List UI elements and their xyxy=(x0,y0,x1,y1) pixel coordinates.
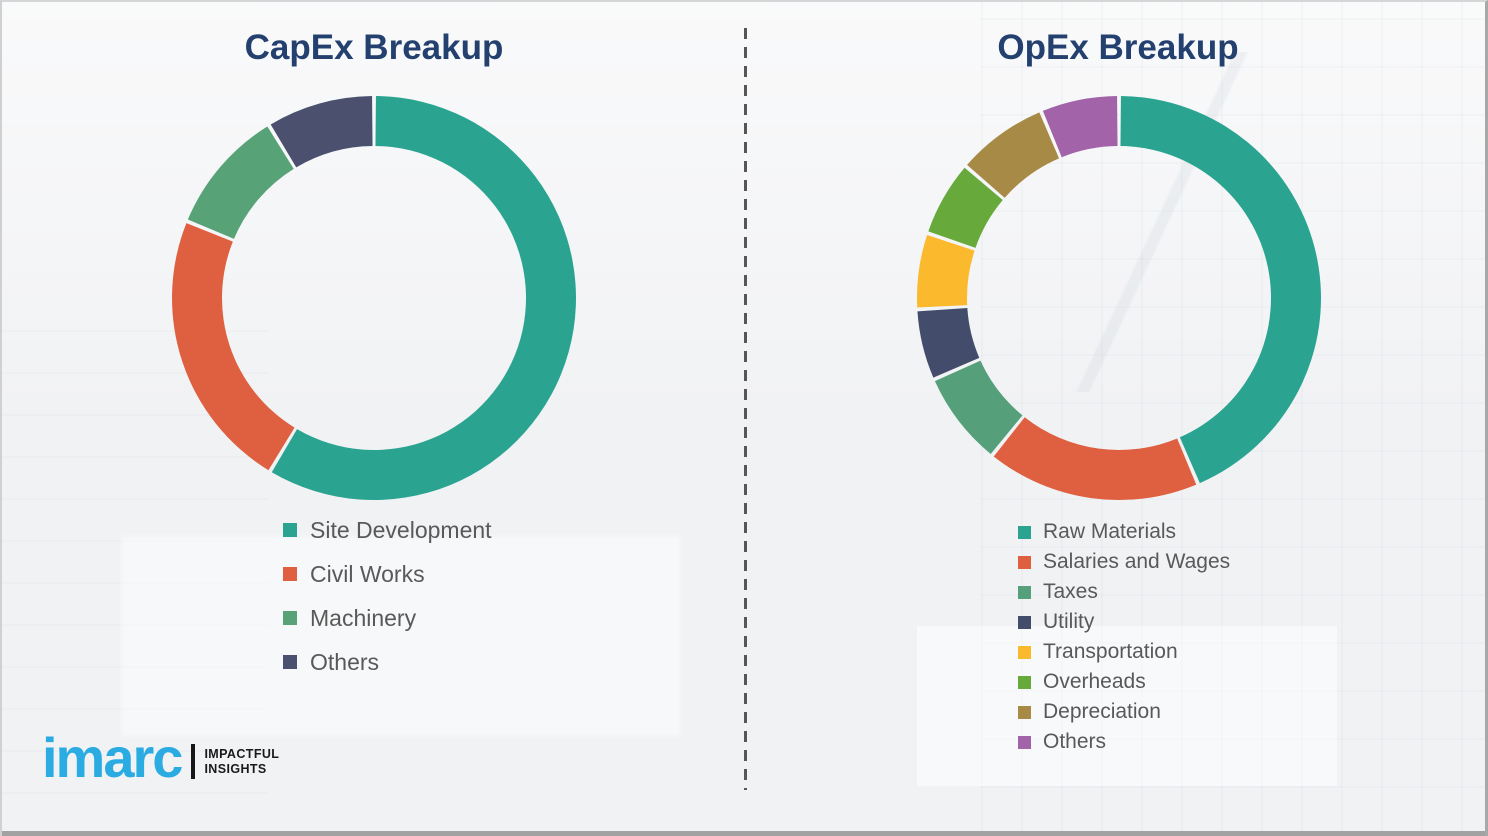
legend-label: Others xyxy=(1043,730,1107,753)
donut-segment-overheads xyxy=(928,167,1003,248)
legend-item-raw-materials: Raw Materials xyxy=(1018,517,1230,547)
legend-swatch-raw-materials xyxy=(1018,525,1031,539)
donut-segment-transportation xyxy=(916,235,975,308)
legend-label: Taxes xyxy=(1043,580,1098,603)
donut-segment-civil-works xyxy=(172,223,295,471)
legend-swatch-utility xyxy=(1018,615,1031,629)
legend-item-transportation: Transportation xyxy=(1018,637,1230,667)
opex-panel: OpEx Breakup Raw Materials Salaries and W… xyxy=(746,2,1485,836)
donut-segment-site-development xyxy=(271,96,577,501)
legend-label: Machinery xyxy=(310,604,417,631)
legend-item-others: Others xyxy=(283,640,492,684)
legend-label: Raw Materials xyxy=(1043,520,1177,543)
legend-label: Civil Works xyxy=(310,560,425,587)
legend-item-civil-works: Civil Works xyxy=(283,552,492,596)
legend-swatch-others xyxy=(1018,735,1031,749)
divider-dashed-line xyxy=(744,28,747,790)
legend-label: Site Development xyxy=(310,516,492,543)
imarc-logo: imarc IMPACTFUL INSIGHTS xyxy=(42,726,279,789)
legend-swatch-site-development xyxy=(283,523,297,537)
capex-donut-chart xyxy=(172,96,577,501)
logo-tagline: IMPACTFUL INSIGHTS xyxy=(204,747,279,778)
legend-item-taxes: Taxes xyxy=(1018,577,1230,607)
legend-item-overheads: Overheads xyxy=(1018,667,1230,697)
donut-segment-others xyxy=(270,96,373,168)
legend-label: Depreciation xyxy=(1043,700,1161,723)
legend-swatch-depreciation xyxy=(1018,705,1031,719)
legend-item-site-development: Site Development xyxy=(283,508,492,552)
opex-legend: Raw Materials Salaries and Wages Taxes Util… xyxy=(1018,517,1230,757)
legend-item-utility: Utility xyxy=(1018,607,1230,637)
legend-swatch-overheads xyxy=(1018,675,1031,689)
opex-title: OpEx Breakup xyxy=(997,28,1239,67)
capex-legend: Site Development Civil Works Machinery Othe… xyxy=(283,508,492,684)
legend-item-others: Others xyxy=(1018,727,1230,757)
donut-segment-machinery xyxy=(187,126,294,239)
donut-segment-raw-materials xyxy=(1120,96,1322,484)
legend-label: Overheads xyxy=(1043,670,1146,693)
donut-segment-utility xyxy=(917,308,980,378)
bottom-border-strip xyxy=(2,831,1485,836)
legend-swatch-civil-works xyxy=(283,567,297,581)
logo-tagline-line1: IMPACTFUL xyxy=(204,746,280,761)
legend-swatch-salaries-and-wages xyxy=(1018,555,1031,569)
legend-item-salaries-and-wages: Salaries and Wages xyxy=(1018,547,1230,577)
capex-panel: CapEx Breakup Site Development Civil Work… xyxy=(2,2,746,836)
legend-item-depreciation: Depreciation xyxy=(1018,697,1230,727)
legend-label: Transportation xyxy=(1043,640,1178,663)
imarc-wordmark: imarc xyxy=(42,726,183,789)
legend-swatch-taxes xyxy=(1018,585,1031,599)
legend-swatch-others xyxy=(283,655,297,669)
donut-segment-others xyxy=(1042,96,1118,158)
logo-tagline-line2: INSIGHTS xyxy=(204,762,267,777)
donut-segment-salaries-and-wages xyxy=(993,417,1197,501)
legend-label: Utility xyxy=(1043,610,1095,633)
logo-divider-bar xyxy=(191,743,196,779)
legend-item-machinery: Machinery xyxy=(283,596,492,640)
legend-label: Others xyxy=(310,648,380,675)
legend-swatch-machinery xyxy=(283,611,297,625)
donut-segment-taxes xyxy=(934,360,1023,455)
legend-label: Salaries and Wages xyxy=(1043,550,1231,573)
donut-segment-depreciation xyxy=(967,112,1060,198)
opex-donut-chart xyxy=(916,96,1322,501)
capex-title: CapEx Breakup xyxy=(244,28,504,67)
legend-swatch-transportation xyxy=(1018,645,1031,659)
